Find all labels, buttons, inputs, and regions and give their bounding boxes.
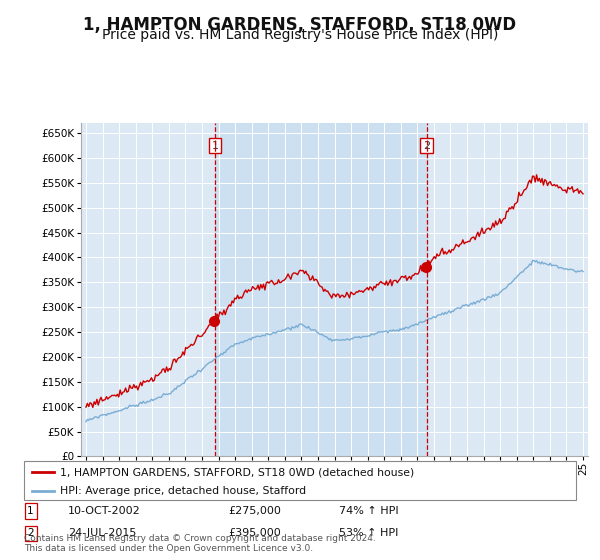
Text: 10-OCT-2002: 10-OCT-2002 bbox=[68, 506, 141, 516]
Bar bbox=[215, 123, 427, 456]
Text: 1, HAMPTON GARDENS, STAFFORD, ST18 0WD: 1, HAMPTON GARDENS, STAFFORD, ST18 0WD bbox=[83, 16, 517, 34]
Text: Price paid vs. HM Land Registry's House Price Index (HPI): Price paid vs. HM Land Registry's House … bbox=[102, 28, 498, 42]
Text: 74% ↑ HPI: 74% ↑ HPI bbox=[338, 506, 398, 516]
Text: 2: 2 bbox=[423, 141, 430, 151]
Text: £275,000: £275,000 bbox=[228, 506, 281, 516]
Text: HPI: Average price, detached house, Stafford: HPI: Average price, detached house, Staf… bbox=[60, 486, 306, 496]
Text: 53% ↑ HPI: 53% ↑ HPI bbox=[338, 529, 398, 539]
FancyBboxPatch shape bbox=[24, 461, 576, 500]
Text: 2: 2 bbox=[28, 529, 34, 539]
Text: 1: 1 bbox=[211, 141, 218, 151]
Text: Contains HM Land Registry data © Crown copyright and database right 2024.
This d: Contains HM Land Registry data © Crown c… bbox=[24, 534, 376, 553]
Text: 1: 1 bbox=[28, 506, 34, 516]
Text: £395,000: £395,000 bbox=[228, 529, 281, 539]
Text: 24-JUL-2015: 24-JUL-2015 bbox=[68, 529, 137, 539]
Text: 1, HAMPTON GARDENS, STAFFORD, ST18 0WD (detached house): 1, HAMPTON GARDENS, STAFFORD, ST18 0WD (… bbox=[60, 467, 414, 477]
